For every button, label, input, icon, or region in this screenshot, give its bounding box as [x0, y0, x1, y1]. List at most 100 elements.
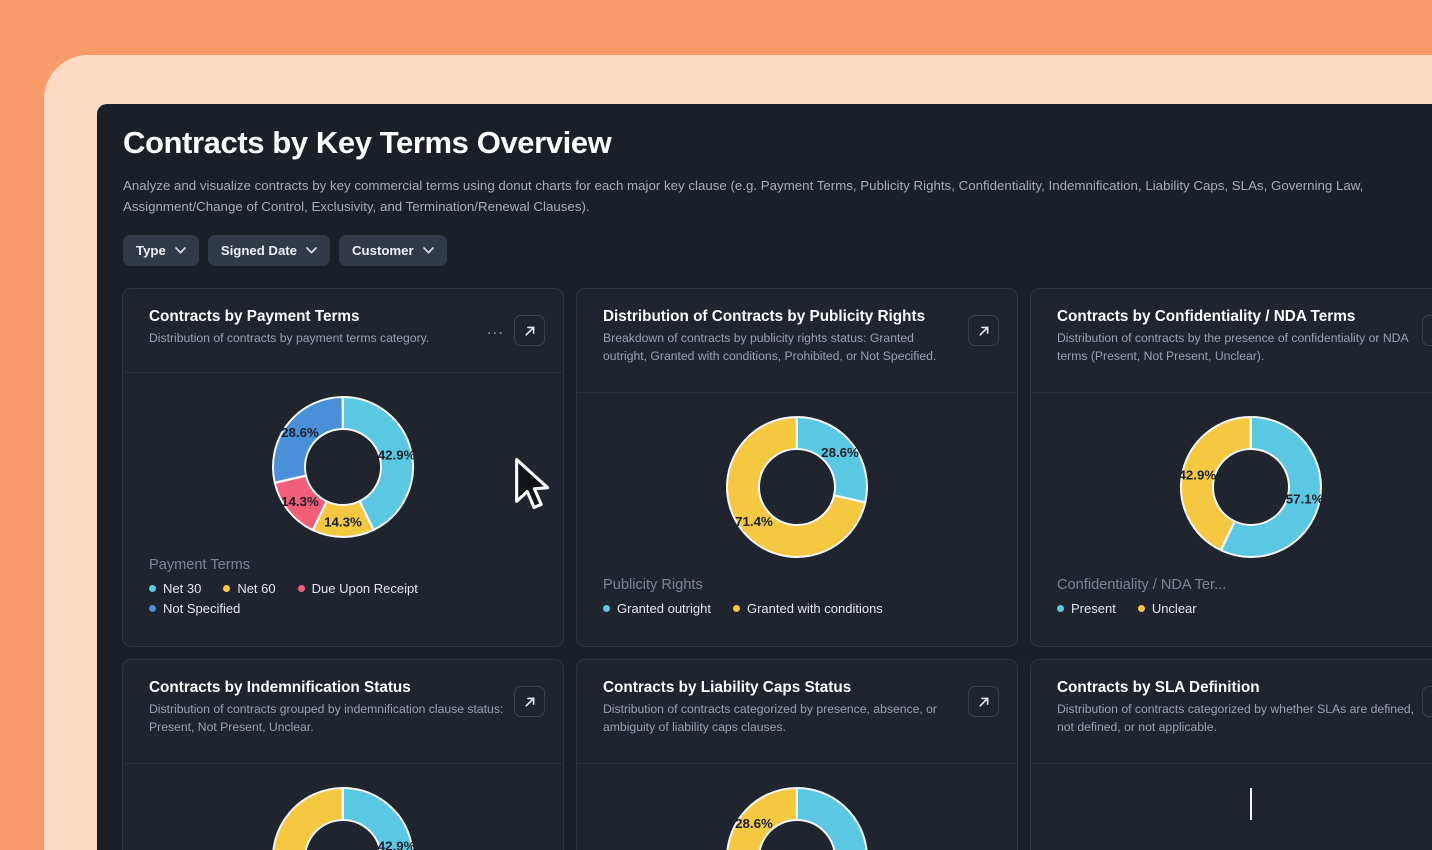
card-header: Contracts by Payment Terms Distribution o…	[123, 289, 563, 374]
donut-chart-svg: 28.6% 71.4%	[726, 416, 868, 558]
donut-slice-label: 28.6%	[281, 425, 319, 440]
filter-chip-label: Customer	[352, 243, 414, 259]
donut-slice[interactable]	[1180, 416, 1252, 552]
donut-slice[interactable]	[729, 787, 868, 850]
legend-item[interactable]: Unclear	[1137, 601, 1197, 617]
donut-slice-label: 14.3%	[281, 494, 319, 509]
legend-item-label: Granted outright	[617, 601, 711, 617]
legend-item[interactable]: Present	[1057, 601, 1116, 616]
filter-chip-type[interactable]: Type	[123, 235, 199, 267]
legend-item[interactable]: Not Specified	[149, 601, 240, 616]
donut-slice-label: 42.9%	[378, 838, 416, 850]
legend-item-label: Due Upon Receipt	[311, 581, 418, 597]
legend-title: Payment Terms	[149, 557, 251, 574]
arrow-up-right-icon	[524, 326, 534, 336]
card-body: 42.9%	[123, 764, 563, 850]
legend-color-dot	[297, 585, 305, 593]
card-description: Distribution of contracts categorized by…	[1057, 702, 1415, 735]
card-description: Distribution of contracts grouped by ind…	[149, 702, 504, 735]
card-header-text: Contracts by Indemnification Status Distr…	[149, 678, 506, 736]
chevron-down-icon	[422, 247, 434, 254]
card-title: Contracts by Confidentiality / NDA Terms	[1057, 308, 1356, 326]
card-header-text: Distribution of Contracts by Publicity R…	[603, 307, 960, 365]
card-header-text: Contracts by SLA Definition Distribution …	[1057, 678, 1414, 736]
card-header: Contracts by Liability Caps Status Distri…	[577, 660, 1017, 765]
app-window: Contracts by Key Terms Overview Analyze …	[97, 104, 1432, 850]
legend-item-label: Granted with conditions	[746, 601, 883, 617]
filter-chip-signed-date[interactable]: Signed Date	[207, 235, 331, 267]
card-header: Contracts by SLA Definition Distribution …	[1031, 660, 1432, 765]
card-body: 57.1% 42.9% Confidentiality / NDA Ter... Pr…	[1031, 393, 1432, 646]
legend-color-dot	[1137, 605, 1145, 613]
card-more-menu-button[interactable]: ...	[486, 318, 504, 338]
card-body: 28.6% 71.4% Publicity Rights Granted outrig…	[577, 393, 1017, 646]
card-actions	[968, 678, 999, 718]
filter-chip-label: Signed Date	[220, 243, 298, 259]
donut-slice-label: 42.9%	[378, 447, 416, 462]
arrow-up-right-icon	[524, 697, 534, 707]
legend-title: Publicity Rights	[603, 577, 703, 594]
page-header: Contracts by Key Terms Overview Analyze …	[97, 104, 1432, 267]
legend-items: Net 30 Net 60 Due Upon Receipt Not Specifie…	[149, 581, 519, 616]
donut-slice-label: 28.6%	[735, 816, 773, 831]
card-title: Distribution of Contracts by Publicity R…	[603, 308, 926, 326]
chart-card-grid: Contracts by Payment Terms Distribution o…	[97, 266, 1432, 850]
donut-slice-label: 42.9%	[1179, 467, 1217, 482]
card-description: Distribution of contracts categorized by…	[603, 702, 937, 735]
card-expand-button[interactable]	[514, 686, 545, 718]
legend-item[interactable]: Due Upon Receipt	[297, 581, 418, 597]
card-expand-button[interactable]	[1422, 686, 1432, 718]
filter-chip-customer[interactable]: Customer	[339, 235, 447, 267]
card-description: Distribution of contracts by the presenc…	[1057, 331, 1408, 364]
donut-slice[interactable]	[1219, 416, 1322, 559]
legend-item[interactable]: Net 60	[223, 581, 276, 596]
donut-slice-label: 57.1%	[1286, 492, 1324, 507]
donut-chart: 57.1% 42.9%	[1156, 399, 1346, 575]
card-header-text: Contracts by Confidentiality / NDA Terms…	[1057, 307, 1414, 365]
donut-chart: 28.6% 71.4%	[702, 399, 892, 575]
donut-chart: 42.9% 14.3% 14.3% 28.6%	[248, 379, 438, 555]
legend-item-label: Unclear	[1151, 601, 1197, 617]
donut-chart: 42.9%	[248, 770, 438, 850]
page-description: Analyze and visualize contracts by key c…	[123, 177, 1364, 215]
legend-items: Granted outright Granted with conditions	[603, 601, 973, 616]
legend-item-label: Not Specified	[163, 601, 241, 617]
legend-color-dot	[149, 585, 156, 593]
legend-item[interactable]: Net 30	[149, 581, 201, 596]
card-description: Breakdown of contracts by publicity righ…	[603, 331, 937, 364]
legend-item[interactable]: Granted with conditions	[732, 601, 883, 617]
card-description: Distribution of contracts by payment ter…	[149, 331, 430, 346]
chart-card-sla-definition: Contracts by SLA Definition Distribution …	[1030, 659, 1432, 850]
donut-slice[interactable]	[272, 396, 344, 484]
donut-chart-svg	[1250, 788, 1252, 821]
card-header: Contracts by Indemnification Status Distr…	[123, 660, 563, 765]
chart-card-payment-terms: Contracts by Payment Terms Distribution o…	[122, 288, 564, 648]
legend-item[interactable]: Granted outright	[603, 601, 711, 616]
donut-slice[interactable]	[342, 787, 414, 850]
card-actions	[968, 307, 999, 347]
donut-slice[interactable]	[272, 787, 373, 850]
legend-color-dot	[149, 605, 156, 613]
card-expand-button[interactable]	[1422, 315, 1432, 347]
legend-color-dot	[603, 605, 610, 613]
card-actions: ...	[485, 307, 545, 347]
arrow-up-right-icon	[978, 326, 988, 336]
donut-slice[interactable]	[726, 416, 867, 558]
donut-slice-label: 28.6%	[821, 445, 859, 460]
legend-items: Present Unclear	[1057, 601, 1427, 616]
card-expand-button[interactable]	[968, 686, 999, 718]
chart-legend: Publicity Rights Granted outright Granted …	[577, 577, 1017, 616]
card-body	[1031, 764, 1432, 850]
filter-chip-label: Type	[136, 243, 166, 259]
card-header-text: Contracts by Payment Terms Distribution o…	[149, 307, 477, 347]
card-expand-button[interactable]	[968, 315, 999, 347]
card-expand-button[interactable]	[514, 315, 545, 347]
arrow-up-right-icon	[978, 697, 988, 707]
legend-item-label: Present	[1071, 601, 1116, 617]
chart-card-confidentiality-nda: Contracts by Confidentiality / NDA Terms…	[1030, 288, 1432, 648]
donut-slice[interactable]	[726, 787, 798, 850]
donut-slice[interactable]	[342, 396, 414, 532]
card-title: Contracts by Liability Caps Status	[603, 679, 852, 697]
chart-legend: Confidentiality / NDA Ter... Present Uncle…	[1031, 577, 1432, 616]
